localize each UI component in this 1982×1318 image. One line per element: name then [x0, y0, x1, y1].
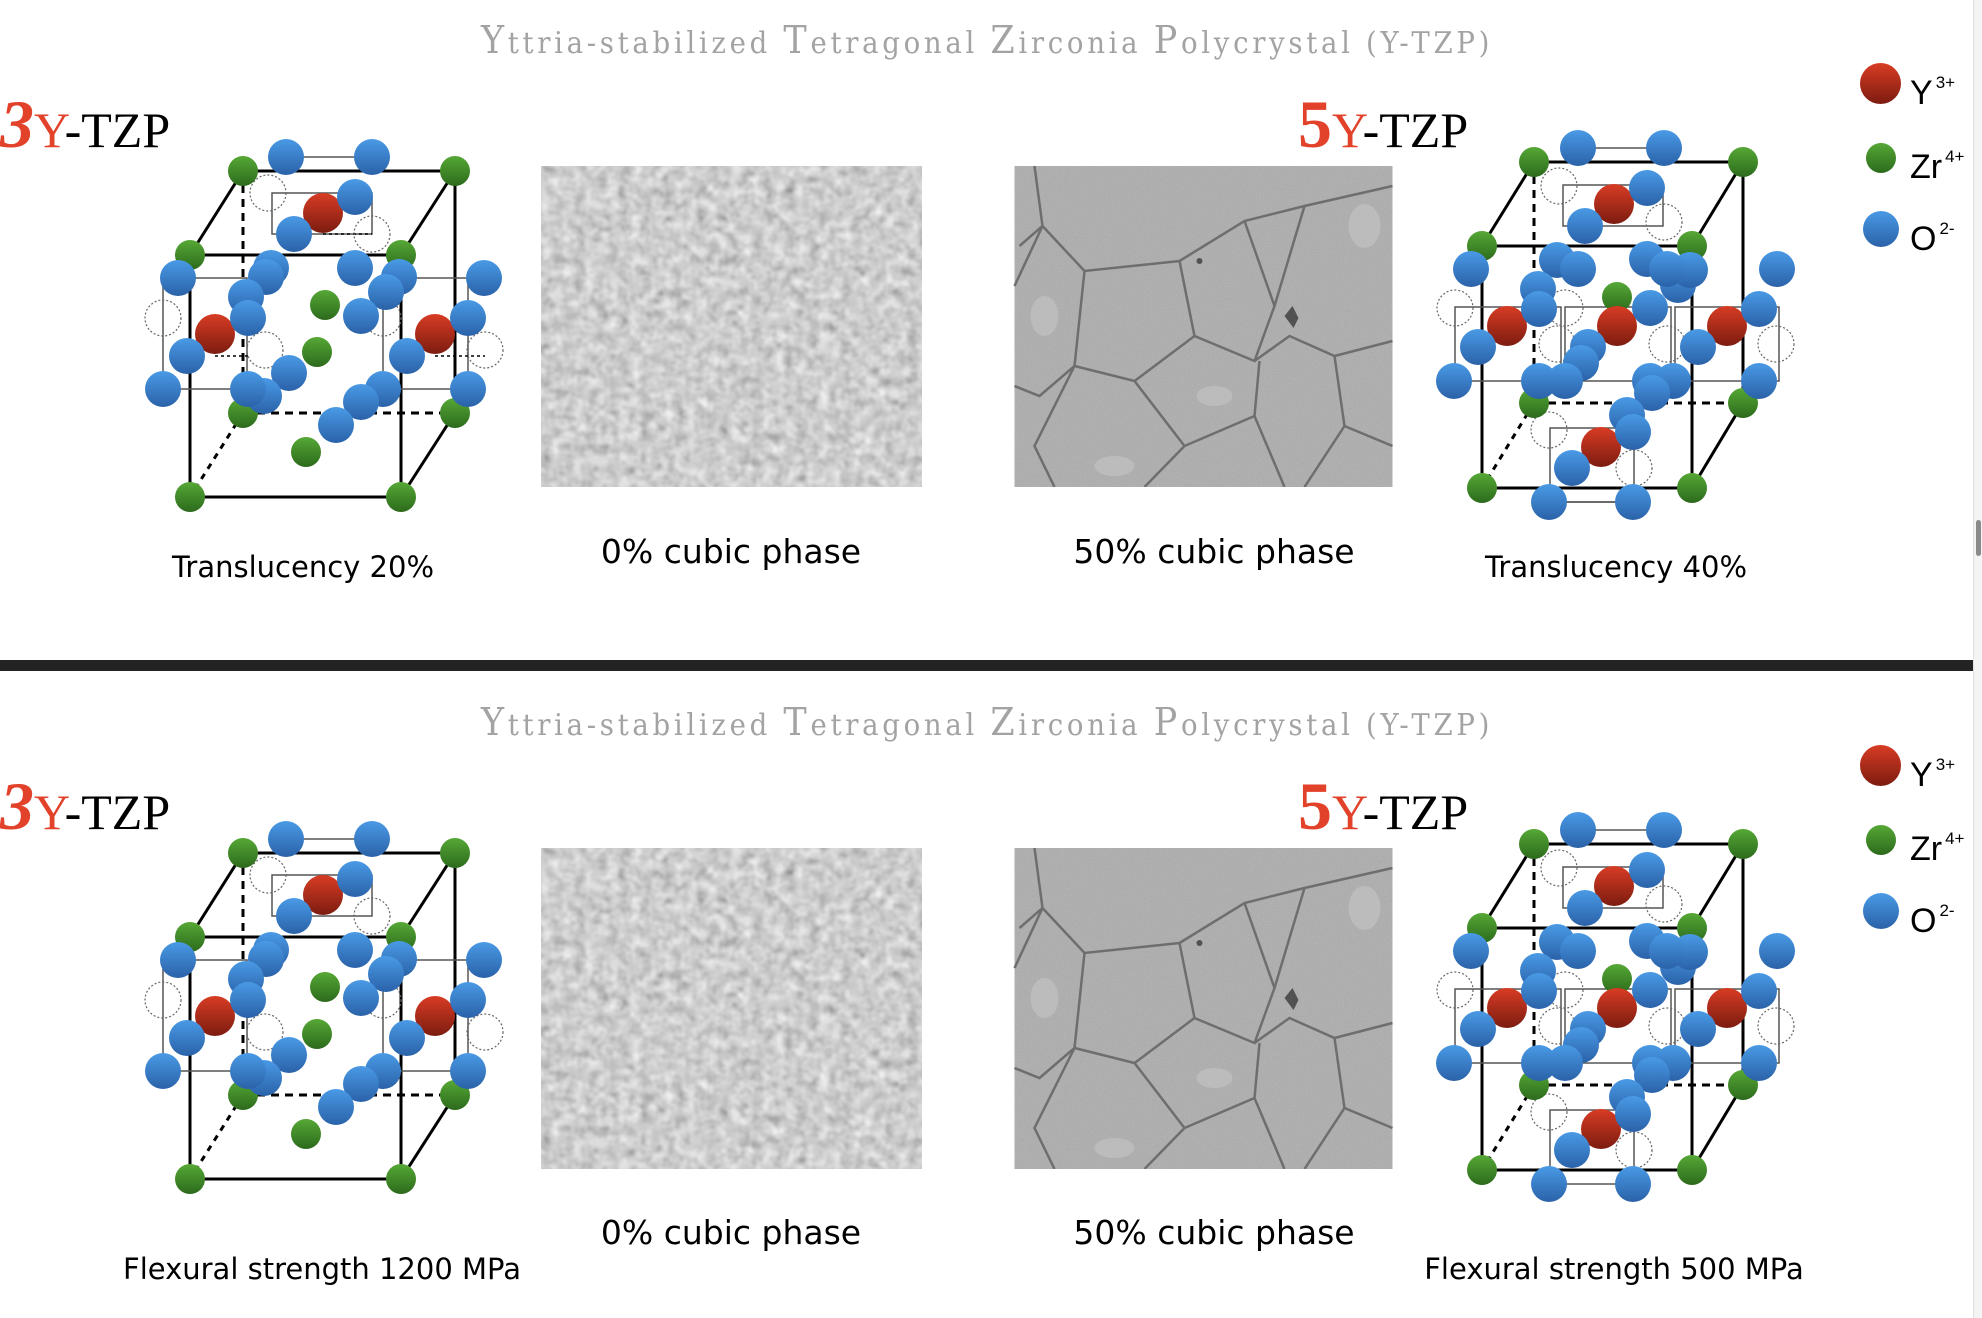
label-3y-tzp: 3Y-TZP	[0, 772, 171, 842]
yttrium-atoms	[195, 875, 455, 1036]
oxygen-ion-icon	[1863, 211, 1899, 247]
ion-legend: Y 3+ Zr 4+ O 2-	[1850, 55, 1974, 265]
ion-legend: Y 3+ Zr 4+ O 2-	[1850, 737, 1974, 947]
legend-charge: 4+	[1945, 147, 1965, 166]
legend-item-zirconium: Zr 4+	[1850, 823, 1974, 873]
title-text: olycrystal (Y-TZP)	[1180, 708, 1494, 743]
vacancy-markers	[144, 856, 504, 1051]
oxygen-atoms	[145, 139, 502, 443]
crystal-structure-5y	[1436, 812, 1795, 1202]
label-suffix: -TZP	[64, 102, 171, 158]
legend-charge: 2-	[1939, 901, 1955, 920]
sem-image-0-cubic	[541, 166, 922, 487]
caption-3y-property: Flexural strength 1200 MPa	[123, 1252, 521, 1286]
title-text: ttria-stabilized	[507, 26, 784, 61]
oxygen-atoms	[1436, 812, 1795, 1202]
yttrium-atoms	[1487, 184, 1747, 467]
legend-ion-label: Zr	[1910, 148, 1943, 186]
title-text: irconia	[1018, 26, 1154, 61]
oxygen-atoms	[1436, 130, 1795, 520]
title-initial-z: Z	[990, 18, 1019, 62]
panel-translucency: Yttria-stabilized Tetragonal Zirconia Po…	[0, 0, 1974, 660]
panel-title: Yttria-stabilized Tetragonal Zirconia Po…	[79, 18, 1895, 62]
yttrium-atoms	[195, 193, 455, 354]
zirconium-atoms	[1467, 147, 1758, 503]
label-5y-tzp: 5Y-TZP	[1298, 90, 1469, 160]
legend-charge: 2-	[1939, 219, 1955, 238]
label-y: Y	[1332, 102, 1363, 158]
title-text: etragonal	[810, 708, 991, 743]
oxygen-atoms	[145, 821, 502, 1125]
legend-ion-label: Zr	[1910, 830, 1943, 868]
label-5y-tzp: 5Y-TZP	[1298, 772, 1469, 842]
vacancy-markers	[1436, 167, 1795, 487]
legend-ion-label: O	[1910, 220, 1937, 258]
title-text: olycrystal (Y-TZP)	[1180, 26, 1494, 61]
caption-sem-left: 0% cubic phase	[600, 532, 862, 571]
sem-image-0-cubic	[541, 848, 922, 1169]
legend-charge: 3+	[1935, 73, 1956, 92]
title-initial-y: Y	[480, 700, 508, 744]
yttrium-ion-icon	[1860, 63, 1901, 104]
legend-item-yttrium: Y 3+	[1850, 63, 1974, 113]
sem-image-50-cubic	[1013, 848, 1393, 1169]
zirconium-ion-icon	[1866, 825, 1896, 855]
title-text: etragonal	[810, 26, 991, 61]
zirconium-ion-icon	[1866, 143, 1896, 173]
label-number: 3	[0, 86, 34, 162]
label-y: Y	[34, 784, 65, 840]
label-number: 5	[1298, 768, 1332, 844]
crystal-structure-3y	[144, 821, 504, 1194]
legend-ion-label: Y	[1910, 74, 1933, 112]
legend-item-oxygen: O 2-	[1850, 211, 1974, 261]
legend-item-oxygen: O 2-	[1850, 893, 1974, 943]
legend-charge: 3+	[1935, 755, 1956, 774]
title-initial-p: P	[1153, 18, 1181, 62]
sem-image-50-cubic	[1013, 166, 1393, 487]
panel-title: Yttria-stabilized Tetragonal Zirconia Po…	[79, 700, 1895, 744]
panel-flexural-strength: Yttria-stabilized Tetragonal Zirconia Po…	[0, 682, 1974, 1318]
vertical-scrollbar[interactable]	[1973, 0, 1982, 1318]
caption-3y-property: Translucency 20%	[171, 550, 435, 584]
title-initial-t: T	[783, 700, 811, 744]
legend-ion-label: O	[1910, 902, 1937, 940]
yttrium-atoms	[1487, 866, 1747, 1149]
label-suffix: -TZP	[1362, 102, 1469, 158]
title-initial-p: P	[1153, 700, 1181, 744]
label-suffix: -TZP	[1362, 784, 1469, 840]
caption-sem-right: 50% cubic phase	[1073, 1213, 1355, 1252]
caption-sem-left: 0% cubic phase	[600, 1213, 862, 1252]
caption-5y-property: Translucency 40%	[1484, 550, 1748, 584]
vacancy-markers	[144, 174, 504, 369]
panel-divider	[0, 660, 1974, 671]
yttrium-ion-icon	[1860, 745, 1901, 786]
caption-sem-right: 50% cubic phase	[1073, 532, 1355, 571]
label-number: 3	[0, 768, 34, 844]
label-3y-tzp: 3Y-TZP	[0, 90, 171, 160]
caption-5y-property: Flexural strength 500 MPa	[1424, 1252, 1804, 1286]
title-text: ttria-stabilized	[507, 708, 784, 743]
title-text: irconia	[1018, 708, 1154, 743]
grain-boundaries	[1013, 848, 1393, 1169]
label-number: 5	[1298, 86, 1332, 162]
grain-boundaries	[1013, 166, 1393, 487]
crystal-structure-3y	[144, 139, 504, 512]
oxygen-ion-icon	[1863, 893, 1899, 929]
crystal-structure-5y	[1436, 130, 1795, 520]
scrollbar-thumb[interactable]	[1976, 520, 1981, 556]
title-initial-z: Z	[990, 700, 1019, 744]
legend-ion-label: Y	[1910, 756, 1933, 794]
zirconium-atoms	[175, 156, 470, 512]
label-y: Y	[34, 102, 65, 158]
legend-item-yttrium: Y 3+	[1850, 745, 1974, 795]
title-initial-t: T	[783, 18, 811, 62]
unit-cell-lines	[162, 838, 469, 1181]
label-y: Y	[1332, 784, 1363, 840]
title-initial-y: Y	[480, 18, 508, 62]
label-suffix: -TZP	[64, 784, 171, 840]
legend-charge: 4+	[1945, 829, 1965, 848]
legend-item-zirconium: Zr 4+	[1850, 141, 1974, 191]
